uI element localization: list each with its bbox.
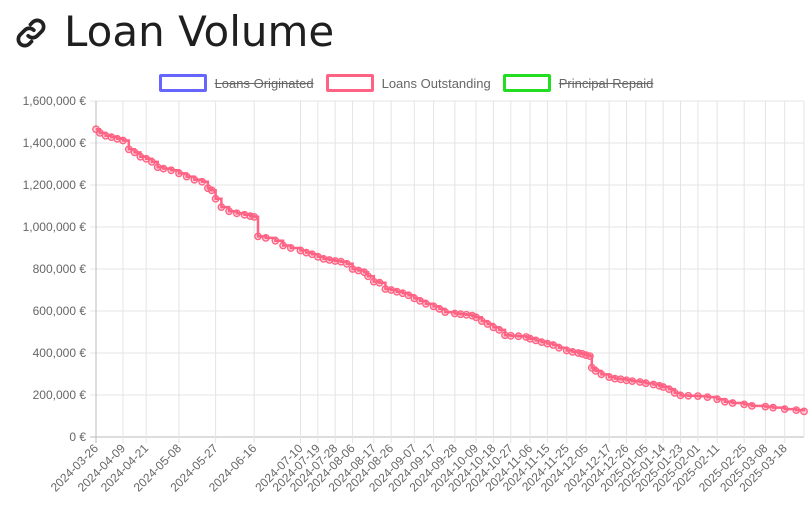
data-point [190,175,199,184]
data-point [232,209,241,218]
y-tick-label: 200,000 € [33,388,87,402]
data-point [740,400,749,409]
data-point [375,278,384,287]
data-point [198,177,207,186]
loan-volume-chart: 0 € 200,000 € 400,000 € 600,000 € 800,000 € 1… [23,94,808,495]
legend-label: Principal Repaid [558,75,654,91]
data-point [769,403,777,412]
legend-swatch [325,74,374,92]
data-point [142,154,151,163]
data-point [728,399,737,407]
data-point [555,343,563,352]
data-point [684,391,693,400]
chart-legend: Loans Originated Loans Outstanding Princ… [0,72,812,94]
y-tick-label: 400,000 € [33,346,87,360]
data-point [586,352,594,360]
legend-item-loans-originated[interactable]: Loans Originated [158,74,314,92]
y-tick-label: 1,000,000 € [23,220,87,234]
page-title: Loan Volume [64,7,335,56]
data-point [522,333,531,341]
data-point [761,402,770,411]
data-point [119,136,127,145]
data-point [435,304,444,313]
y-tick-label: 0 € [69,430,86,444]
data-point [468,311,477,320]
data-point [147,158,156,166]
data-point [342,259,351,268]
data-point [597,370,606,379]
data-point [483,320,492,328]
data-point [159,164,168,173]
data-point [225,207,234,216]
data-point [748,401,756,410]
data-point [780,405,789,413]
data-point [800,407,808,416]
data-point [713,395,722,404]
data-point [676,391,685,400]
y-tick-label: 1,200,000 € [23,178,87,192]
data-point [250,213,259,221]
data-point [207,186,216,195]
data-point [364,272,372,281]
data-point [628,377,637,385]
data-point [514,332,523,341]
legend-swatch [158,74,207,92]
data-point [261,233,270,242]
data-point [167,166,176,175]
data-point [404,291,413,300]
data-point [472,313,480,322]
data-point [175,169,183,178]
page-header: Loan Volume [0,0,812,66]
data-point [286,244,295,252]
data-point [641,379,650,388]
y-tick-label: 1,400,000 € [23,136,87,150]
data-point [182,172,191,181]
y-tick-label: 600,000 € [33,304,87,318]
data-point [421,299,430,308]
y-tick-label: 800,000 € [33,262,87,276]
legend-item-loans-outstanding[interactable]: Loans Outstanding [325,74,491,92]
link-icon [16,18,46,48]
y-tick-label: 1,600,000 € [23,94,87,108]
data-point [441,308,450,317]
legend-item-principal-repaid[interactable]: Principal Repaid [502,74,654,92]
data-point [254,232,262,241]
data-point [591,366,600,375]
legend-label: Loans Originated [214,75,314,91]
data-point [279,241,287,250]
data-point [665,385,673,393]
data-point [271,236,280,245]
legend-label: Loans Outstanding [381,75,491,91]
data-point [130,148,139,157]
data-point [721,397,729,406]
data-point [124,145,133,154]
data-point [495,325,504,334]
data-point [203,184,212,193]
legend-swatch [502,74,551,92]
data-point [694,392,702,400]
data-point [703,393,712,401]
data-point [506,331,515,340]
data-point [217,203,226,212]
data-point [211,194,220,203]
data-point [792,406,801,414]
